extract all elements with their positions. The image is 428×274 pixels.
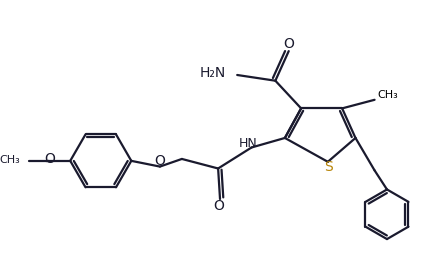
Text: O: O	[283, 38, 294, 52]
Text: O: O	[155, 154, 165, 168]
Text: O: O	[44, 152, 55, 166]
Text: CH₃: CH₃	[0, 155, 20, 165]
Text: H₂N: H₂N	[199, 66, 226, 80]
Text: O: O	[214, 199, 225, 213]
Text: HN: HN	[238, 137, 257, 150]
Text: S: S	[324, 159, 333, 173]
Text: CH₃: CH₃	[377, 90, 398, 100]
